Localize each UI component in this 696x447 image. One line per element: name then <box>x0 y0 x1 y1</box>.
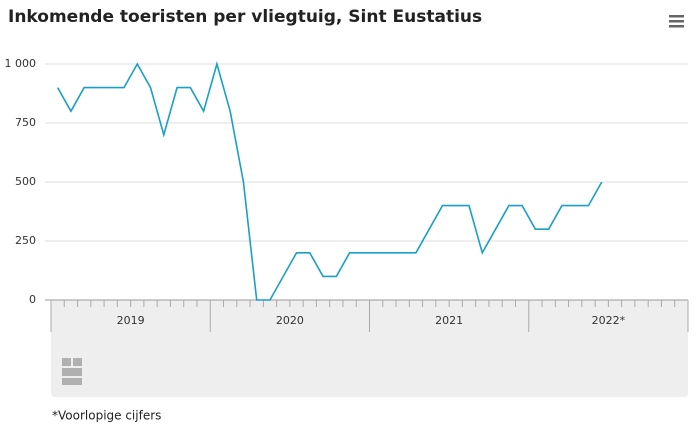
x-group-label: 2019 <box>117 314 145 327</box>
y-tick-label: 750 <box>15 116 36 129</box>
logo-block <box>62 378 82 385</box>
menu-bar[interactable] <box>669 15 684 18</box>
y-tick-label: 1 000 <box>5 57 37 70</box>
x-group-label: 2020 <box>276 314 304 327</box>
x-group-label: 2021 <box>435 314 463 327</box>
logo-block <box>62 368 82 376</box>
logo-block <box>62 358 71 366</box>
logo <box>62 358 82 385</box>
y-tick-label: 500 <box>15 175 36 188</box>
x-group-label: 2022* <box>592 314 626 327</box>
logo-block <box>73 358 82 366</box>
data-line <box>56 61 603 301</box>
footnote: *Voorlopige cijfers <box>52 409 161 423</box>
chart-title: Inkomende toeristen per vliegtuig, Sint … <box>8 7 482 27</box>
menu-bar[interactable] <box>669 20 684 23</box>
menu-button[interactable] <box>669 15 684 28</box>
y-tick-label: 250 <box>15 234 36 247</box>
menu-bar[interactable] <box>669 25 684 28</box>
y-tick-label: 0 <box>29 293 36 306</box>
